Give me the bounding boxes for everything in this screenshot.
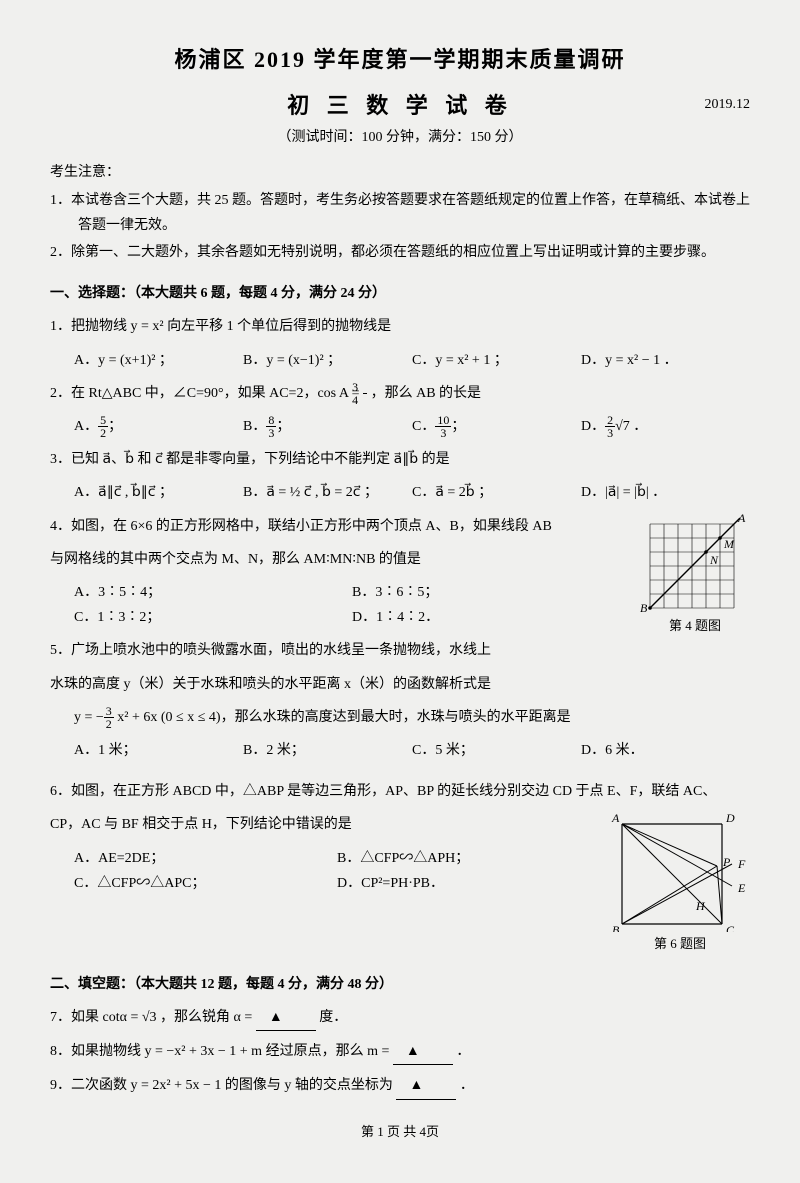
question-7: 7．如果 cotα = √3 ，那么锐角 α = ▲ 度． [50,1005,750,1031]
question-6-line1: 6．如图，在正方形 ABCD 中，△ABP 是等边三角形，AP、BP 的延长线分… [50,779,750,804]
section2-head: 二、填空题：（本大题共 12 题，每题 4 分，满分 48 分） [50,972,750,997]
sub-title: 初 三 数 学 试 卷 2019.12 [50,86,750,126]
svg-text:H: H [695,899,706,913]
notice-item-1: 1．本试卷含三个大题，共 25 题。答题时，考生务必按答题要求在答题纸规定的位置… [50,188,750,238]
q5-opt-a: A．1 米； [74,738,243,763]
q2-opt-a: A．52； [74,414,243,439]
q5-opt-d: D．6 米． [581,738,750,763]
q2-options: A．52； B．83； C．103； D．23√7 ． [50,414,750,439]
question-2: 2．在 Rt△ABC 中，∠C=90°，如果 AC=2，cos A = 34 ，… [50,381,750,406]
q2-cos-frac: 34 [363,381,367,406]
question-8: 8．如果抛物线 y = −x² + 3x − 1 + m 经过原点，那么 m =… [50,1039,750,1065]
figure-6-caption: 第 6 题图 [610,932,750,955]
q6-opt-c: C．△CFP∽△APC； [74,871,337,896]
question-1: 1．把抛物线 y = x² 向左平移 1 个单位后得到的抛物线是 [50,314,750,339]
q1-opt-a: A．y = (x+1)² ； [74,348,243,373]
q5-opt-b: B．2 米； [243,738,412,763]
svg-text:E: E [737,881,746,895]
q8-blank: ▲ [393,1039,453,1065]
svg-text:B: B [640,601,648,614]
main-title: 杨浦区 2019 学年度第一学期期末质量调研 [50,40,750,80]
q1-opt-d: D．y = x² − 1 ． [581,348,750,373]
q4-opt-b: B．3∶6∶5； [352,580,630,605]
svg-text:B: B [612,923,620,932]
question-9: 9．二次函数 y = 2x² + 5x − 1 的图像与 y 轴的交点坐标为 ▲… [50,1073,750,1099]
figure-6-svg: A D B C PFE H [610,812,750,932]
section1-head: 一、选择题：（本大题共 6 题，每题 4 分，满分 24 分） [50,281,750,306]
question-5-line1: 5．广场上喷水池中的喷头微露水面，喷出的水线呈一条抛物线，水线上 [50,638,750,663]
svg-text:C: C [726,923,735,932]
q4-options: A．3∶5∶4； B．3∶6∶5； C．1∶3∶2； D．1∶4∶2． [50,580,630,630]
q5-options: A．1 米； B．2 米； C．5 米； D．6 米． [50,738,750,763]
q9-blank: ▲ [396,1073,456,1099]
question-5-formula: y = −32 x² + 6x (0 ≤ x ≤ 4)，那么水珠的高度达到最大时… [50,705,750,730]
q3-opt-a: A．a⃗∥c⃗ , b⃗∥c⃗ ； [74,480,243,505]
q2-opt-d: D．23√7 ． [581,414,750,439]
q1-opt-b: B．y = (x−1)² ； [243,348,412,373]
q2-stem-pre: 2．在 Rt△ABC 中，∠C=90°，如果 AC=2，cos A = [50,386,363,401]
q5-opt-c: C．5 米； [412,738,581,763]
q2-opt-c: C．103； [412,414,581,439]
q4-opt-d: D．1∶4∶2． [352,605,630,630]
exam-info: （测试时间：100 分钟，满分：150 分） [50,125,750,150]
q6-opt-b: B．△CFP∽△APH； [337,846,600,871]
q6-options: A．AE=2DE； B．△CFP∽△APH； C．△CFP∽△APC； D．CP… [50,846,600,896]
question-3: 3．已知 a⃗、b⃗ 和 c⃗ 都是非零向量，下列结论中不能判定 a⃗∥b⃗ 的… [50,447,750,472]
figure-6: A D B C PFE H 第 6 题图 [610,812,750,955]
q2-opt-b: B．83； [243,414,412,439]
q3-opt-c: C．a⃗ = 2b⃗ ； [412,480,581,505]
question-5-line2: 水珠的高度 y（米）关于水珠和喷头的水平距离 x（米）的函数解析式是 [50,672,750,697]
q7-blank: ▲ [256,1005,316,1031]
svg-text:A: A [737,514,746,525]
q4-opt-c: C．1∶3∶2； [74,605,352,630]
svg-text:D: D [725,812,735,825]
q3-options: A．a⃗∥c⃗ , b⃗∥c⃗ ； B．a⃗ = ½ c⃗ , b⃗ = 2c⃗… [50,480,750,505]
svg-text:M: M [723,537,735,551]
notice-item-2: 2．除第一、二大题外，其余各题如无特别说明，都必须在答题纸的相应位置上写出证明或… [50,240,750,265]
sub-title-text: 初 三 数 学 试 卷 [287,93,513,118]
q3-opt-b: B．a⃗ = ½ c⃗ , b⃗ = 2c⃗ ； [243,480,412,505]
q6-opt-d: D．CP²=PH·PB． [337,871,600,896]
page-footer: 第 1 页 共 4页 [50,1120,750,1143]
svg-text:A: A [611,812,620,825]
svg-text:P: P [722,855,731,869]
exam-date: 2019.12 [705,92,751,117]
q3-opt-d: D．|a⃗| = |b⃗| ． [581,480,750,505]
figure-4-svg: A B MN [640,514,750,614]
notice-head: 考生注意： [50,160,750,185]
q6-opt-a: A．AE=2DE； [74,846,337,871]
q1-opt-c: C．y = x² + 1 ； [412,348,581,373]
figure-4: A B MN 第 4 题图 [640,514,750,637]
svg-text:F: F [737,857,746,871]
figure-4-caption: 第 4 题图 [640,614,750,637]
svg-text:N: N [709,553,719,567]
q2-stem-post: ，那么 AB 的长是 [371,386,481,401]
q1-options: A．y = (x+1)² ； B．y = (x−1)² ； C．y = x² +… [50,348,750,373]
q4-opt-a: A．3∶5∶4； [74,580,352,605]
